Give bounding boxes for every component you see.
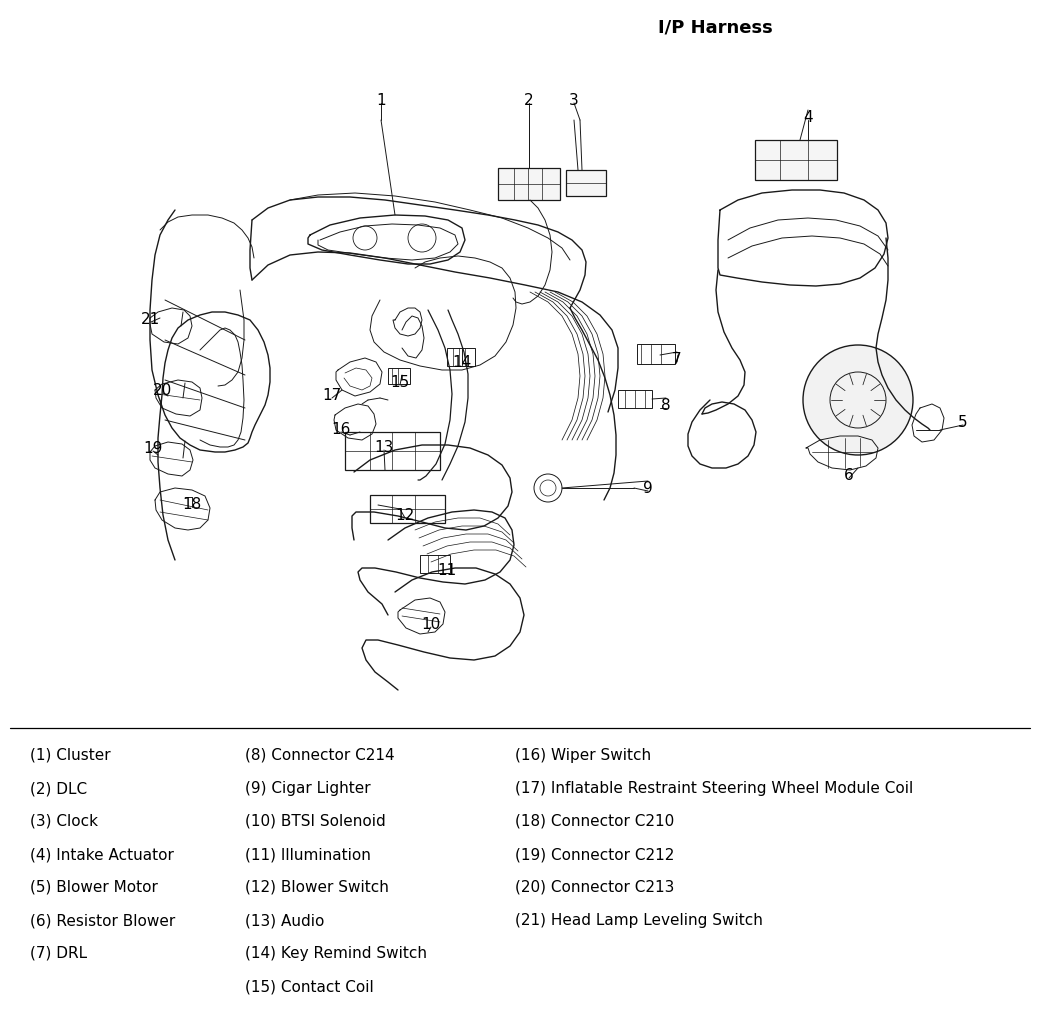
Text: (7) DRL: (7) DRL: [30, 946, 87, 961]
Text: 9: 9: [643, 481, 653, 496]
Text: 11: 11: [438, 563, 457, 578]
Text: 14: 14: [452, 355, 471, 370]
Text: 18: 18: [182, 497, 202, 512]
Circle shape: [803, 345, 913, 455]
Text: 8: 8: [661, 398, 671, 413]
Text: (17) Inflatable Restraint Steering Wheel Module Coil: (17) Inflatable Restraint Steering Wheel…: [515, 782, 913, 796]
Bar: [420, 555, 450, 573]
Bar: [636, 344, 675, 364]
Text: 2: 2: [524, 93, 534, 108]
Text: (2) DLC: (2) DLC: [30, 782, 87, 796]
Text: 3: 3: [569, 93, 579, 108]
Bar: [370, 495, 445, 523]
Bar: [498, 168, 560, 200]
Text: 12: 12: [395, 508, 415, 523]
Text: 20: 20: [153, 383, 173, 398]
Text: 13: 13: [374, 440, 394, 455]
Text: 7: 7: [672, 352, 682, 367]
Text: 16: 16: [332, 422, 350, 437]
Text: (6) Resistor Blower: (6) Resistor Blower: [30, 913, 176, 928]
Text: 17: 17: [322, 388, 341, 403]
Text: 4: 4: [803, 110, 813, 125]
Text: (16) Wiper Switch: (16) Wiper Switch: [515, 748, 651, 763]
Text: (13) Audio: (13) Audio: [245, 913, 324, 928]
Text: (5) Blower Motor: (5) Blower Motor: [30, 880, 158, 895]
Text: (3) Clock: (3) Clock: [30, 814, 98, 829]
Text: (21) Head Lamp Leveling Switch: (21) Head Lamp Leveling Switch: [515, 913, 763, 928]
Bar: [447, 348, 475, 366]
Bar: [345, 432, 440, 470]
Text: (4) Intake Actuator: (4) Intake Actuator: [30, 847, 174, 862]
Text: 15: 15: [390, 375, 410, 390]
Text: (14) Key Remind Switch: (14) Key Remind Switch: [245, 946, 427, 961]
Text: (9) Cigar Lighter: (9) Cigar Lighter: [245, 782, 370, 796]
Text: (8) Connector C214: (8) Connector C214: [245, 748, 394, 763]
Text: (19) Connector C212: (19) Connector C212: [515, 847, 674, 862]
Text: (20) Connector C213: (20) Connector C213: [515, 880, 674, 895]
Text: 19: 19: [144, 441, 162, 456]
Text: 10: 10: [421, 617, 441, 632]
Bar: [755, 140, 837, 180]
Text: 5: 5: [958, 415, 968, 430]
Bar: [618, 390, 652, 408]
Bar: [388, 368, 410, 384]
Text: (15) Contact Coil: (15) Contact Coil: [245, 979, 373, 994]
Text: 21: 21: [141, 312, 160, 327]
Text: (11) Illumination: (11) Illumination: [245, 847, 371, 862]
Text: (18) Connector C210: (18) Connector C210: [515, 814, 674, 829]
Text: (10) BTSI Solenoid: (10) BTSI Solenoid: [245, 814, 386, 829]
Text: 1: 1: [376, 93, 386, 108]
Text: (12) Blower Switch: (12) Blower Switch: [245, 880, 389, 895]
Bar: [566, 170, 606, 196]
Text: 6: 6: [844, 468, 854, 483]
Text: I/P Harness: I/P Harness: [657, 18, 773, 36]
Text: (1) Cluster: (1) Cluster: [30, 748, 110, 763]
